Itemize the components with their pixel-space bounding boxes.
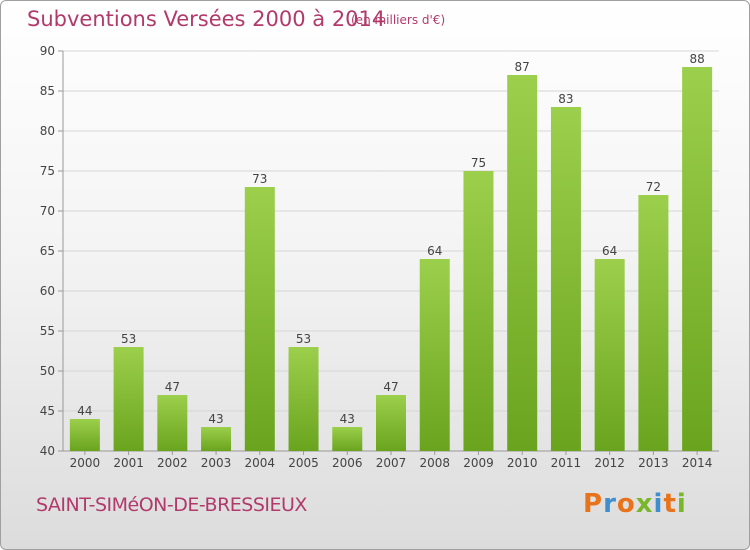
data-label-2012: 64: [602, 244, 617, 258]
bars: [69, 67, 713, 451]
x-tick-label-2014: 2014: [682, 456, 713, 470]
bar-2013[interactable]: [638, 195, 669, 451]
y-tick-label: 40: [40, 444, 55, 458]
logo-letter: r: [603, 489, 617, 519]
proxiti-logo[interactable]: Proxiti: [583, 489, 687, 519]
bar-2012[interactable]: [594, 259, 625, 451]
data-label-2011: 83: [558, 92, 573, 106]
x-tick-label-2009: 2009: [463, 456, 494, 470]
data-label-2014: 88: [689, 52, 704, 66]
logo-letter: P: [583, 489, 604, 519]
y-tick-label: 90: [40, 44, 55, 58]
commune-name: SAINT-SIMéON-DE-BRESSIEUX: [36, 494, 307, 516]
x-tick-label-2011: 2011: [551, 456, 582, 470]
data-labels: 44 53 47 43 73 53 43 47 64 75 87 83 64 72 88: [77, 52, 705, 426]
x-tick-label-2002: 2002: [157, 456, 188, 470]
y-tick-label: 50: [40, 364, 55, 378]
x-tick-label-2007: 2007: [376, 456, 407, 470]
x-tick-label-2006: 2006: [332, 456, 363, 470]
bar-2004[interactable]: [244, 187, 275, 451]
logo-letter: i: [653, 489, 664, 519]
y-tick-label: 65: [40, 244, 55, 258]
bar-2014[interactable]: [682, 67, 713, 451]
y-tick-label: 70: [40, 204, 55, 218]
y-tick-label: 45: [40, 404, 55, 418]
bar-2000[interactable]: [69, 419, 100, 451]
bar-2002[interactable]: [157, 395, 188, 451]
x-tick-label-2004: 2004: [245, 456, 276, 470]
x-tick-label-2012: 2012: [594, 456, 625, 470]
data-label-2002: 47: [165, 380, 180, 394]
x-tick-label-2010: 2010: [507, 456, 538, 470]
logo-letter: t: [663, 489, 677, 519]
gridlines: [63, 50, 719, 412]
y-tick-label: 80: [40, 124, 55, 138]
chart-title: Subventions Versées 2000 à 2014: [27, 7, 386, 31]
logo-letter: x: [635, 489, 654, 519]
data-label-2010: 87: [515, 60, 530, 74]
data-label-2007: 47: [383, 380, 398, 394]
x-tick-label-2013: 2013: [638, 456, 669, 470]
x-tick-label-2001: 2001: [113, 456, 144, 470]
y-tick-label: 55: [40, 324, 55, 338]
data-label-2004: 73: [252, 172, 267, 186]
data-label-2003: 43: [208, 412, 223, 426]
bar-2006[interactable]: [332, 427, 363, 451]
bar-2010[interactable]: [507, 75, 538, 451]
x-tick-label-2005: 2005: [288, 456, 319, 470]
bar-2003[interactable]: [201, 427, 232, 451]
bar-2005[interactable]: [288, 347, 319, 451]
data-label-2008: 64: [427, 244, 442, 258]
data-label-2006: 43: [340, 412, 355, 426]
chart-subtitle: (en milliers d'€): [351, 13, 446, 27]
y-tick-label: 60: [40, 284, 55, 298]
x-tick-label-2003: 2003: [201, 456, 232, 470]
bar-2011[interactable]: [550, 107, 581, 451]
logo-letter: i: [676, 489, 687, 519]
bar-2008[interactable]: [419, 259, 450, 451]
y-tick-label: 85: [40, 84, 55, 98]
x-tick-label-2008: 2008: [419, 456, 450, 470]
bar-2007[interactable]: [376, 395, 406, 451]
data-label-2009: 75: [471, 156, 486, 170]
data-label-2001: 53: [121, 332, 136, 346]
x-tick-label-2000: 2000: [70, 456, 101, 470]
data-label-2013: 72: [646, 180, 661, 194]
data-label-2000: 44: [77, 404, 92, 418]
bar-2009[interactable]: [463, 171, 494, 451]
y-tick-label: 75: [40, 164, 55, 178]
logo-letter: o: [616, 489, 636, 519]
data-label-2005: 53: [296, 332, 311, 346]
bar-2001[interactable]: [113, 347, 144, 451]
